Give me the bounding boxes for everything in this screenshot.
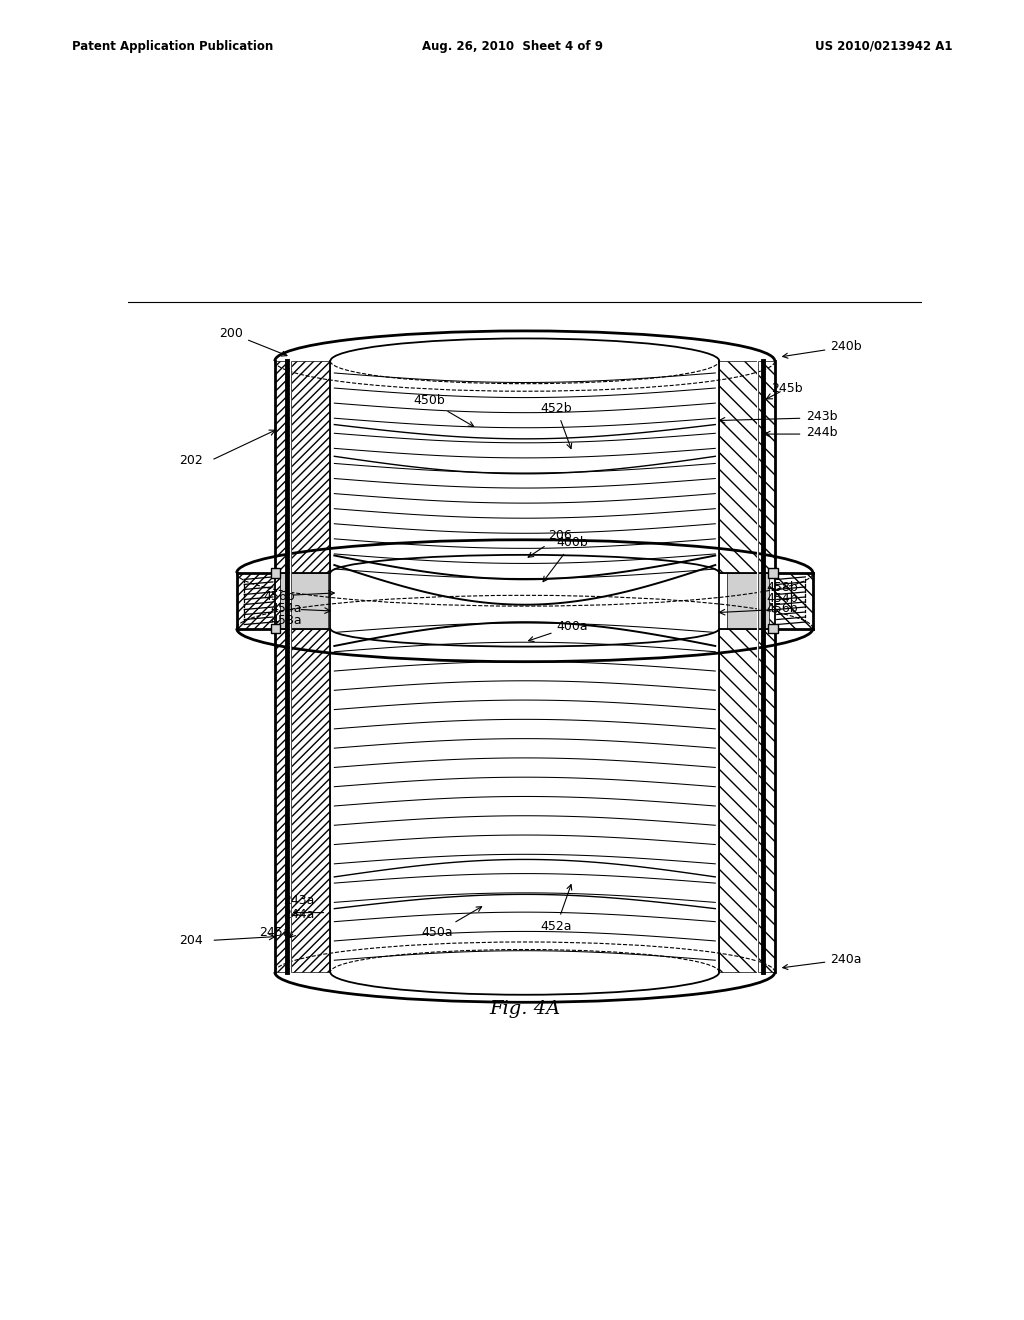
Bar [270,624,281,634]
Text: 202: 202 [179,454,204,467]
Text: 240b: 240b [782,341,862,358]
Text: 452b: 452b [541,403,572,449]
Polygon shape [274,628,331,972]
Bar [727,573,775,628]
Text: 458b: 458b [767,581,799,594]
Text: 458a: 458a [270,614,302,627]
Text: Patent Application Publication: Patent Application Publication [72,40,273,53]
Bar [281,573,328,628]
Polygon shape [719,362,775,573]
Bar [768,568,778,578]
Text: 244b: 244b [807,426,838,440]
Text: 454a: 454a [270,602,302,615]
Text: Aug. 26, 2010  Sheet 4 of 9: Aug. 26, 2010 Sheet 4 of 9 [422,40,602,53]
Text: 400a: 400a [528,619,588,642]
Text: 456b: 456b [767,602,799,615]
Polygon shape [237,573,281,628]
Text: 450a: 450a [422,907,481,939]
Text: 244a: 244a [283,908,314,921]
Bar [768,624,778,634]
Bar [270,568,281,578]
Text: Fig. 4A: Fig. 4A [489,1001,560,1019]
Text: 452a: 452a [541,884,572,933]
Polygon shape [719,628,775,972]
Text: 245b: 245b [771,383,803,396]
Text: 200: 200 [219,327,287,356]
Text: 400b: 400b [543,536,589,582]
Text: 450b: 450b [414,395,474,426]
Text: 204: 204 [179,933,204,946]
Text: 243a: 243a [283,894,314,907]
Text: 245a: 245a [259,925,291,939]
Text: 454b: 454b [767,591,799,605]
Text: 243b: 243b [807,411,838,424]
Polygon shape [274,362,331,573]
Polygon shape [769,573,813,628]
Text: 456b: 456b [263,590,295,603]
Text: 206: 206 [528,529,572,557]
Text: 240a: 240a [782,953,862,969]
Text: US 2010/0213942 A1: US 2010/0213942 A1 [815,40,952,53]
